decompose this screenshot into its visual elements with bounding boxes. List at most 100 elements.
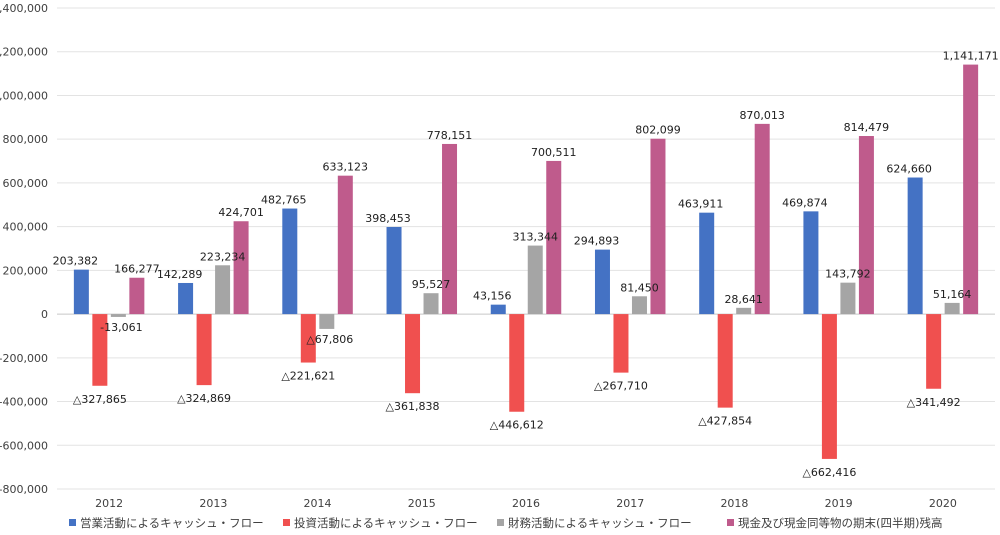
bar-series-1	[907, 177, 923, 315]
x-tick-label: 2012	[95, 497, 123, 510]
y-tick-label: 800,000	[3, 133, 49, 146]
bar-series-2	[717, 314, 733, 408]
bar-series-1	[73, 269, 89, 315]
legend: 営業活動によるキャッシュ・フロー 投資活動によるキャッシュ・フロー 財務活動によるキ…	[69, 516, 942, 530]
data-label: 143,792	[825, 268, 871, 281]
legend-label: 営業活動によるキャッシュ・フロー	[80, 516, 264, 530]
data-label: △427,854	[698, 415, 752, 428]
bar-series-2	[92, 314, 108, 386]
x-tick-label: 2018	[720, 497, 748, 510]
bar-series-1	[699, 212, 715, 315]
bar-series-3	[215, 265, 231, 315]
bar-series-1	[282, 208, 298, 315]
bar-series-2	[926, 314, 942, 389]
y-tick-label: -200,000	[0, 352, 48, 365]
y-tick-label: 1,400,000	[0, 2, 48, 15]
bar-series-3	[110, 314, 126, 317]
bar-series-4	[546, 160, 562, 315]
bar-series-3	[423, 293, 439, 315]
legend-swatch	[727, 519, 734, 526]
data-label: 1,141,171	[943, 50, 999, 63]
bar-series-2	[196, 314, 212, 386]
bar-series-4	[442, 143, 458, 315]
bar-series-3	[527, 245, 543, 315]
bar-series-3	[319, 314, 335, 329]
bar-series-2	[821, 314, 837, 459]
data-label: 166,277	[114, 263, 160, 276]
bar-series-3	[944, 302, 960, 315]
data-label: 203,382	[53, 255, 99, 268]
data-label: -13,061	[100, 321, 142, 334]
data-label: 814,479	[844, 121, 890, 134]
legend-swatch	[283, 519, 290, 526]
x-tick-label: 2016	[512, 497, 540, 510]
bar-series-4	[129, 277, 145, 315]
bar-series-1	[803, 211, 819, 315]
data-label: 95,527	[412, 278, 451, 291]
x-tick-label: 2014	[304, 497, 332, 510]
data-label: 398,453	[365, 212, 411, 225]
data-label: 463,911	[678, 198, 724, 211]
data-label: △221,621	[281, 370, 335, 383]
data-label: △361,838	[386, 400, 440, 413]
data-label: 469,874	[782, 196, 828, 209]
bar-series-4	[650, 138, 666, 315]
bar-series-1	[178, 282, 194, 315]
data-label: △267,710	[594, 380, 648, 393]
data-label: △341,492	[907, 396, 961, 409]
data-label: 294,893	[574, 235, 620, 248]
data-label: 802,099	[635, 124, 681, 137]
data-label: △327,865	[73, 393, 127, 406]
x-axis-ticks: 2012 2013 2014 2015 2016 2017 2018 2019 2020	[95, 497, 957, 510]
x-tick-label: 2020	[929, 497, 957, 510]
data-label: 51,164	[933, 288, 972, 301]
y-tick-label: 1,200,000	[0, 46, 48, 59]
y-axis-ticks: 1,400,000 1,200,000 1,000,000 800,000 600,00…	[0, 2, 48, 496]
bar-series-4	[337, 175, 353, 315]
bar-series-2	[300, 314, 316, 363]
legend-label: 現金及び現金同等物の期末(四半期)残高	[738, 516, 942, 530]
bar-series-4	[858, 136, 874, 315]
data-label: 870,013	[739, 109, 785, 122]
data-label: 81,450	[620, 281, 659, 294]
bars	[73, 64, 979, 459]
data-label: 633,123	[323, 161, 369, 174]
bar-series-3	[736, 307, 752, 315]
data-label: 482,765	[261, 194, 307, 207]
data-label: 313,344	[513, 231, 559, 244]
y-tick-label: 400,000	[3, 221, 49, 234]
data-label: 142,289	[157, 268, 203, 281]
legend-swatch	[69, 519, 76, 526]
bar-series-2	[613, 314, 629, 373]
data-label: △446,612	[490, 419, 544, 432]
y-tick-label: 1,000,000	[0, 89, 48, 102]
bar-series-4	[233, 221, 249, 315]
x-tick-label: 2015	[408, 497, 436, 510]
data-label: 700,511	[531, 146, 577, 159]
x-tick-label: 2017	[616, 497, 644, 510]
bar-series-1	[386, 226, 402, 315]
bar-series-2	[509, 314, 525, 412]
data-label: △67,806	[306, 333, 353, 346]
legend-label: 投資活動によるキャッシュ・フロー	[294, 516, 478, 530]
data-label: 624,660	[886, 163, 932, 176]
y-tick-label: 600,000	[3, 177, 49, 190]
y-tick-label: -600,000	[0, 439, 48, 452]
bar-series-4	[963, 64, 979, 315]
bar-series-4	[754, 123, 770, 315]
y-tick-label: 200,000	[3, 264, 49, 277]
legend-swatch	[497, 519, 504, 526]
data-label: △324,869	[177, 392, 231, 405]
data-label: 778,151	[427, 129, 473, 142]
data-label: 424,701	[218, 206, 264, 219]
data-label: 223,234	[200, 250, 246, 263]
bar-series-1	[594, 249, 610, 315]
data-label: 43,156	[473, 290, 512, 303]
y-tick-label: -400,000	[0, 396, 48, 409]
y-tick-label: -800,000	[0, 483, 48, 496]
data-label: △662,416	[802, 466, 856, 479]
bar-series-3	[631, 296, 647, 315]
